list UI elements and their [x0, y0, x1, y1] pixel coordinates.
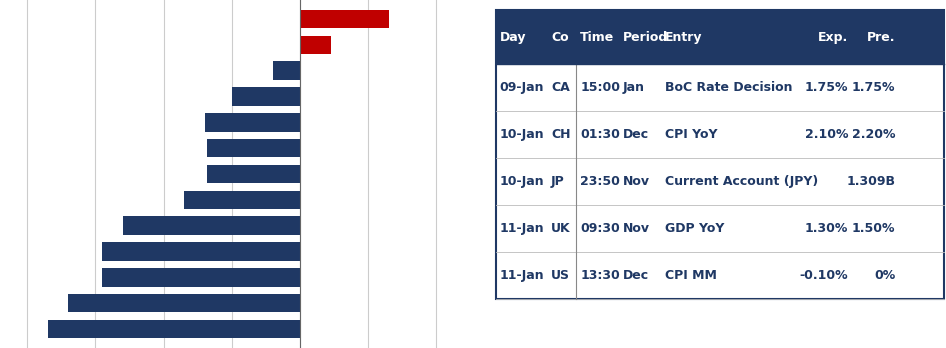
Text: 10-Jan: 10-Jan — [499, 175, 544, 188]
Text: 11-Jan: 11-Jan — [499, 269, 544, 282]
Text: Time: Time — [580, 31, 614, 44]
Text: Co: Co — [551, 31, 569, 44]
Bar — [496, 10, 944, 299]
Text: UK: UK — [551, 222, 570, 235]
Text: 13:30: 13:30 — [580, 269, 620, 282]
Bar — [204, 113, 300, 132]
Bar — [232, 87, 300, 106]
Text: Period: Period — [622, 31, 668, 44]
Bar — [123, 216, 300, 235]
Text: CH: CH — [551, 128, 570, 141]
Text: US: US — [551, 269, 570, 282]
Text: Jan: Jan — [622, 81, 644, 94]
Bar — [207, 165, 300, 183]
Text: Current Account (JPY): Current Account (JPY) — [665, 175, 818, 188]
Text: 10-Jan: 10-Jan — [499, 128, 544, 141]
Text: Exp.: Exp. — [818, 31, 849, 44]
Text: 15:00: 15:00 — [580, 81, 621, 94]
Bar — [300, 10, 389, 29]
Bar — [102, 242, 300, 261]
Text: 2.20%: 2.20% — [851, 128, 895, 141]
Text: GDP YoY: GDP YoY — [665, 222, 725, 235]
Text: 09-Jan: 09-Jan — [499, 81, 544, 94]
Text: Dec: Dec — [622, 128, 649, 141]
Text: Entry: Entry — [665, 31, 703, 44]
Text: 1.75%: 1.75% — [805, 81, 849, 94]
Text: 23:50: 23:50 — [580, 175, 620, 188]
Bar — [102, 268, 300, 286]
Text: CPI MM: CPI MM — [665, 269, 717, 282]
Text: Nov: Nov — [622, 222, 650, 235]
Text: Day: Day — [499, 31, 526, 44]
Text: Dec: Dec — [622, 269, 649, 282]
Bar — [184, 190, 300, 209]
Bar — [207, 139, 300, 158]
Text: 1.30%: 1.30% — [805, 222, 849, 235]
Text: 09:30: 09:30 — [580, 222, 620, 235]
Text: JP: JP — [551, 175, 565, 188]
Text: 01:30: 01:30 — [580, 128, 620, 141]
Bar — [496, 10, 944, 64]
Text: Pre.: Pre. — [867, 31, 895, 44]
Text: 11-Jan: 11-Jan — [499, 222, 544, 235]
Bar — [272, 62, 300, 80]
Bar — [300, 35, 331, 54]
Text: 1.75%: 1.75% — [851, 81, 895, 94]
Bar — [47, 319, 300, 338]
Bar — [68, 294, 300, 313]
Text: CPI YoY: CPI YoY — [665, 128, 718, 141]
Text: BoC Rate Decision: BoC Rate Decision — [665, 81, 793, 94]
Text: Nov: Nov — [622, 175, 650, 188]
Text: CA: CA — [551, 81, 569, 94]
Text: 1.50%: 1.50% — [851, 222, 895, 235]
Text: 0%: 0% — [874, 269, 895, 282]
Text: 1.309B: 1.309B — [847, 175, 895, 188]
Text: 2.10%: 2.10% — [805, 128, 849, 141]
Text: -0.10%: -0.10% — [799, 269, 849, 282]
